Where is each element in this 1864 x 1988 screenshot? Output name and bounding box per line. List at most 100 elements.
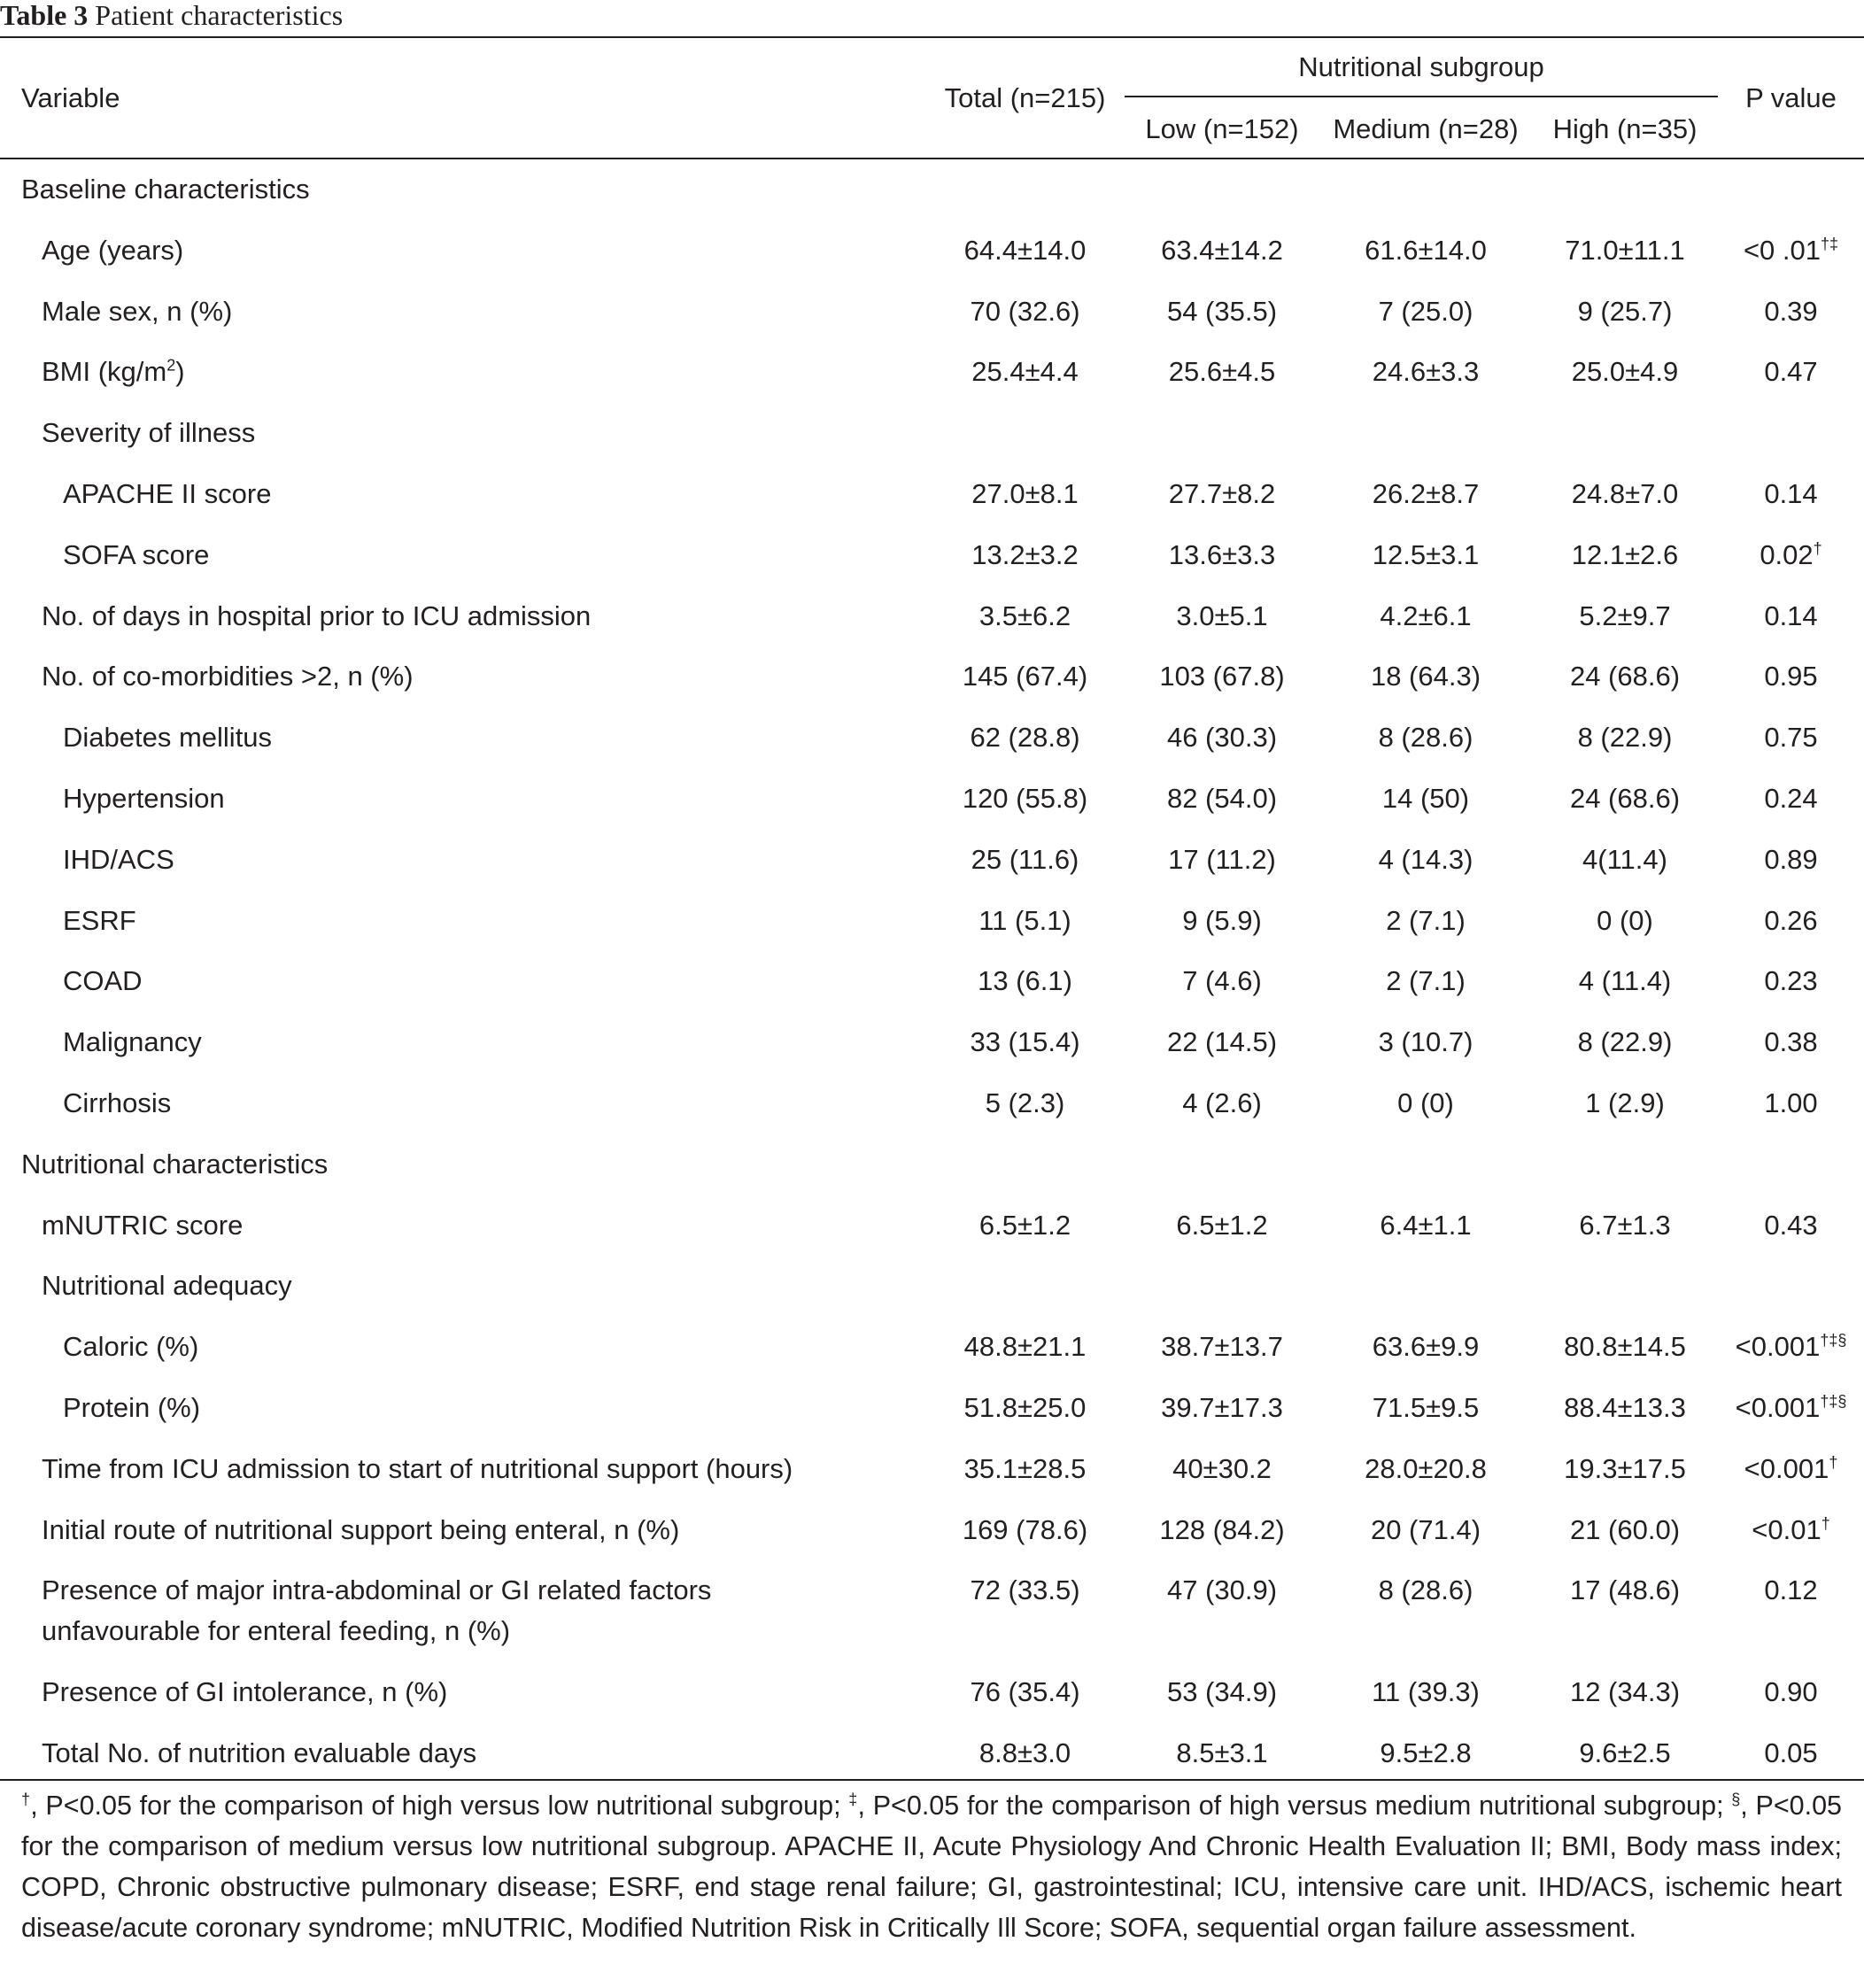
cell-low: 8.5±3.1 — [1176, 1737, 1268, 1768]
header-variable: Variable — [21, 82, 120, 113]
cell-total: 11 (5.1) — [978, 904, 1071, 936]
cell-total: 13.2±3.2 — [971, 538, 1079, 570]
cell-p-value: 0.90 — [1764, 1676, 1818, 1708]
cell-high: 19.3±17.5 — [1564, 1452, 1686, 1484]
header-p-value: P value — [1745, 82, 1837, 113]
bottom-rule — [0, 1779, 1864, 1781]
row-label: Age (years) — [42, 234, 184, 266]
cell-total: 70 (32.6) — [970, 295, 1080, 327]
cell-medium: 2 (7.1) — [1386, 904, 1466, 936]
cell-medium: 2 (7.1) — [1386, 965, 1466, 997]
cell-high: 9 (25.7) — [1577, 295, 1673, 327]
p-value-significance-mark: † — [1829, 1453, 1838, 1472]
row-label: No. of co-morbidities >2, n (%) — [42, 661, 414, 692]
cell-medium: 24.6±3.3 — [1372, 356, 1480, 388]
cell-p-value: <0.01† — [1752, 1513, 1830, 1545]
row-label: IHD/ACS — [63, 843, 174, 875]
cell-high: 0 (0) — [1597, 904, 1653, 936]
cell-p-value: 0.23 — [1764, 965, 1818, 997]
cell-p-value: <0.001†‡§ — [1735, 1392, 1847, 1423]
row-label: No. of days in hospital prior to ICU adm… — [42, 599, 592, 631]
cell-medium: 8 (28.6) — [1378, 722, 1473, 754]
row-label: mNUTRIC score — [42, 1209, 244, 1241]
cell-low: 53 (34.9) — [1166, 1676, 1278, 1708]
cell-medium: 18 (64.3) — [1370, 661, 1481, 692]
cell-medium: 6.4±1.1 — [1380, 1209, 1472, 1241]
cell-high: 5.2±9.7 — [1579, 599, 1671, 631]
cell-medium: 14 (50) — [1381, 783, 1470, 814]
cell-high: 12 (34.3) — [1569, 1676, 1681, 1708]
cell-total: 62 (28.8) — [970, 722, 1080, 754]
cell-high: 24 (68.6) — [1569, 661, 1681, 692]
cell-low: 63.4±14.2 — [1161, 234, 1283, 266]
row-label: Presence of major intra-abdominal or GI … — [42, 1574, 712, 1606]
cell-total: 3.5±6.2 — [978, 599, 1071, 631]
cell-medium: 28.0±20.8 — [1365, 1452, 1487, 1484]
cell-low: 46 (30.3) — [1166, 722, 1278, 754]
row-label: Baseline characteristics — [21, 174, 310, 205]
cell-high: 71.0±11.1 — [1565, 234, 1685, 266]
cell-p-value: 0.26 — [1764, 904, 1818, 936]
p-value-significance-mark: †‡§ — [1820, 1331, 1847, 1350]
cell-p-value: 0.05 — [1764, 1737, 1818, 1768]
double-dagger-mark: ‡ — [848, 1790, 858, 1808]
cell-medium: 0 (0) — [1397, 1087, 1454, 1118]
cell-p-value: 0.43 — [1764, 1209, 1818, 1241]
cell-high: 21 (60.0) — [1569, 1513, 1681, 1545]
cell-low: 4 (2.6) — [1182, 1087, 1262, 1118]
cell-low: 54 (35.5) — [1166, 295, 1278, 327]
cell-total: 72 (33.5) — [970, 1574, 1080, 1606]
cell-high: 24 (68.6) — [1569, 783, 1681, 814]
cell-p-value: 0.14 — [1764, 478, 1818, 509]
cell-medium: 26.2±8.7 — [1372, 478, 1480, 509]
cell-low: 82 (54.0) — [1166, 783, 1278, 814]
cell-medium: 3 (10.7) — [1378, 1026, 1473, 1058]
cell-total: 169 (78.6) — [962, 1513, 1088, 1545]
cell-total: 27.0±8.1 — [971, 478, 1079, 509]
cell-p-value: 0.02† — [1760, 538, 1822, 570]
row-label: COAD — [63, 965, 143, 997]
cell-medium: 4 (14.3) — [1378, 843, 1473, 875]
cell-total: 76 (35.4) — [970, 1676, 1080, 1708]
table-caption: Patient characteristics — [95, 0, 344, 31]
cell-low: 39.7±17.3 — [1161, 1392, 1283, 1423]
cell-medium: 11 (39.3) — [1372, 1676, 1480, 1708]
row-label: APACHE II score — [63, 478, 272, 509]
cell-medium: 4.2±6.1 — [1380, 599, 1472, 631]
cell-low: 40±30.2 — [1172, 1452, 1272, 1484]
row-label: Hypertension — [63, 783, 225, 814]
cell-medium: 61.6±14.0 — [1365, 234, 1487, 266]
row-label: Male sex, n (%) — [42, 295, 233, 327]
cell-medium: 63.6±9.9 — [1372, 1331, 1480, 1363]
cell-p-value: 0.75 — [1764, 722, 1818, 754]
cell-p-value: 0.24 — [1764, 783, 1818, 814]
cell-medium: 8 (28.6) — [1378, 1574, 1473, 1606]
header-high: High (n=35) — [1552, 113, 1698, 144]
row-label: Presence of GI intolerance, n (%) — [42, 1676, 448, 1708]
cell-medium: 12.5±3.1 — [1372, 538, 1480, 570]
row-label: Diabetes mellitus — [63, 722, 273, 754]
cell-high: 80.8±14.5 — [1564, 1331, 1686, 1363]
p-value-significance-mark: †‡§ — [1820, 1392, 1847, 1411]
cell-p-value: 0.14 — [1764, 599, 1818, 631]
cell-high: 4(11.4) — [1582, 843, 1667, 875]
cell-low: 27.7±8.2 — [1168, 478, 1276, 509]
row-label: Initial route of nutritional support bei… — [42, 1513, 680, 1545]
row-label: ESRF — [63, 904, 136, 936]
row-label: Caloric (%) — [63, 1331, 199, 1363]
cell-p-value: 0.39 — [1764, 295, 1818, 327]
p-value-significance-mark: † — [1813, 539, 1822, 558]
cell-low: 47 (30.9) — [1166, 1574, 1278, 1606]
cell-total: 6.5±1.2 — [978, 1209, 1071, 1241]
cell-total: 120 (55.8) — [962, 783, 1088, 814]
cell-low: 22 (14.5) — [1166, 1026, 1278, 1058]
header-rule — [0, 158, 1864, 159]
row-label: SOFA score — [63, 538, 210, 570]
header-low: Low (n=152) — [1145, 113, 1299, 144]
cell-low: 3.0±5.1 — [1176, 599, 1268, 631]
footnote-part-1: , P<0.05 for the comparison of high vers… — [30, 1791, 849, 1821]
cell-medium: 7 (25.0) — [1378, 295, 1473, 327]
row-label: Nutritional adequacy — [42, 1270, 292, 1302]
row-label: Total No. of nutrition evaluable days — [42, 1737, 477, 1768]
row-label-continued: unfavourable for enteral feeding, n (%) — [42, 1615, 511, 1647]
